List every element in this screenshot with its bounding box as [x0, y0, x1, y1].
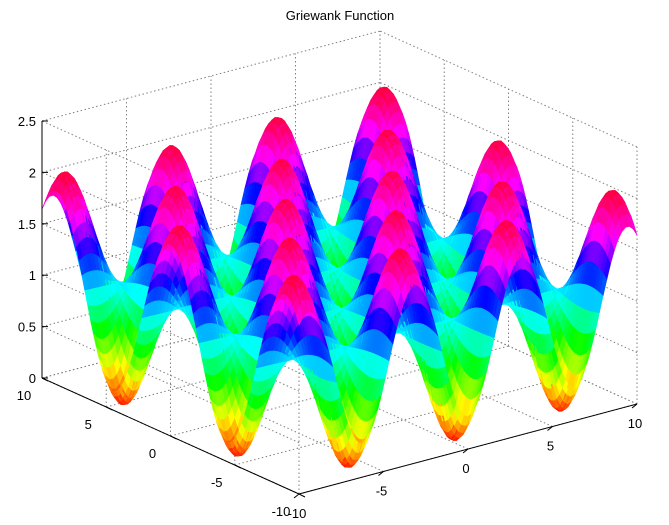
side-wall-grid-line: [41, 326, 300, 444]
chart-title: Griewank Function: [286, 8, 394, 23]
back-wall-grid-line: [41, 133, 381, 225]
floor-grid-line: [234, 374, 573, 466]
surface-mesh: [41, 86, 638, 468]
side-wall-grid-line: [379, 287, 638, 405]
side-wall-grid-line: [379, 30, 638, 148]
side-wall-grid-line: [41, 274, 300, 392]
side-wall-grid-line: [379, 81, 638, 199]
